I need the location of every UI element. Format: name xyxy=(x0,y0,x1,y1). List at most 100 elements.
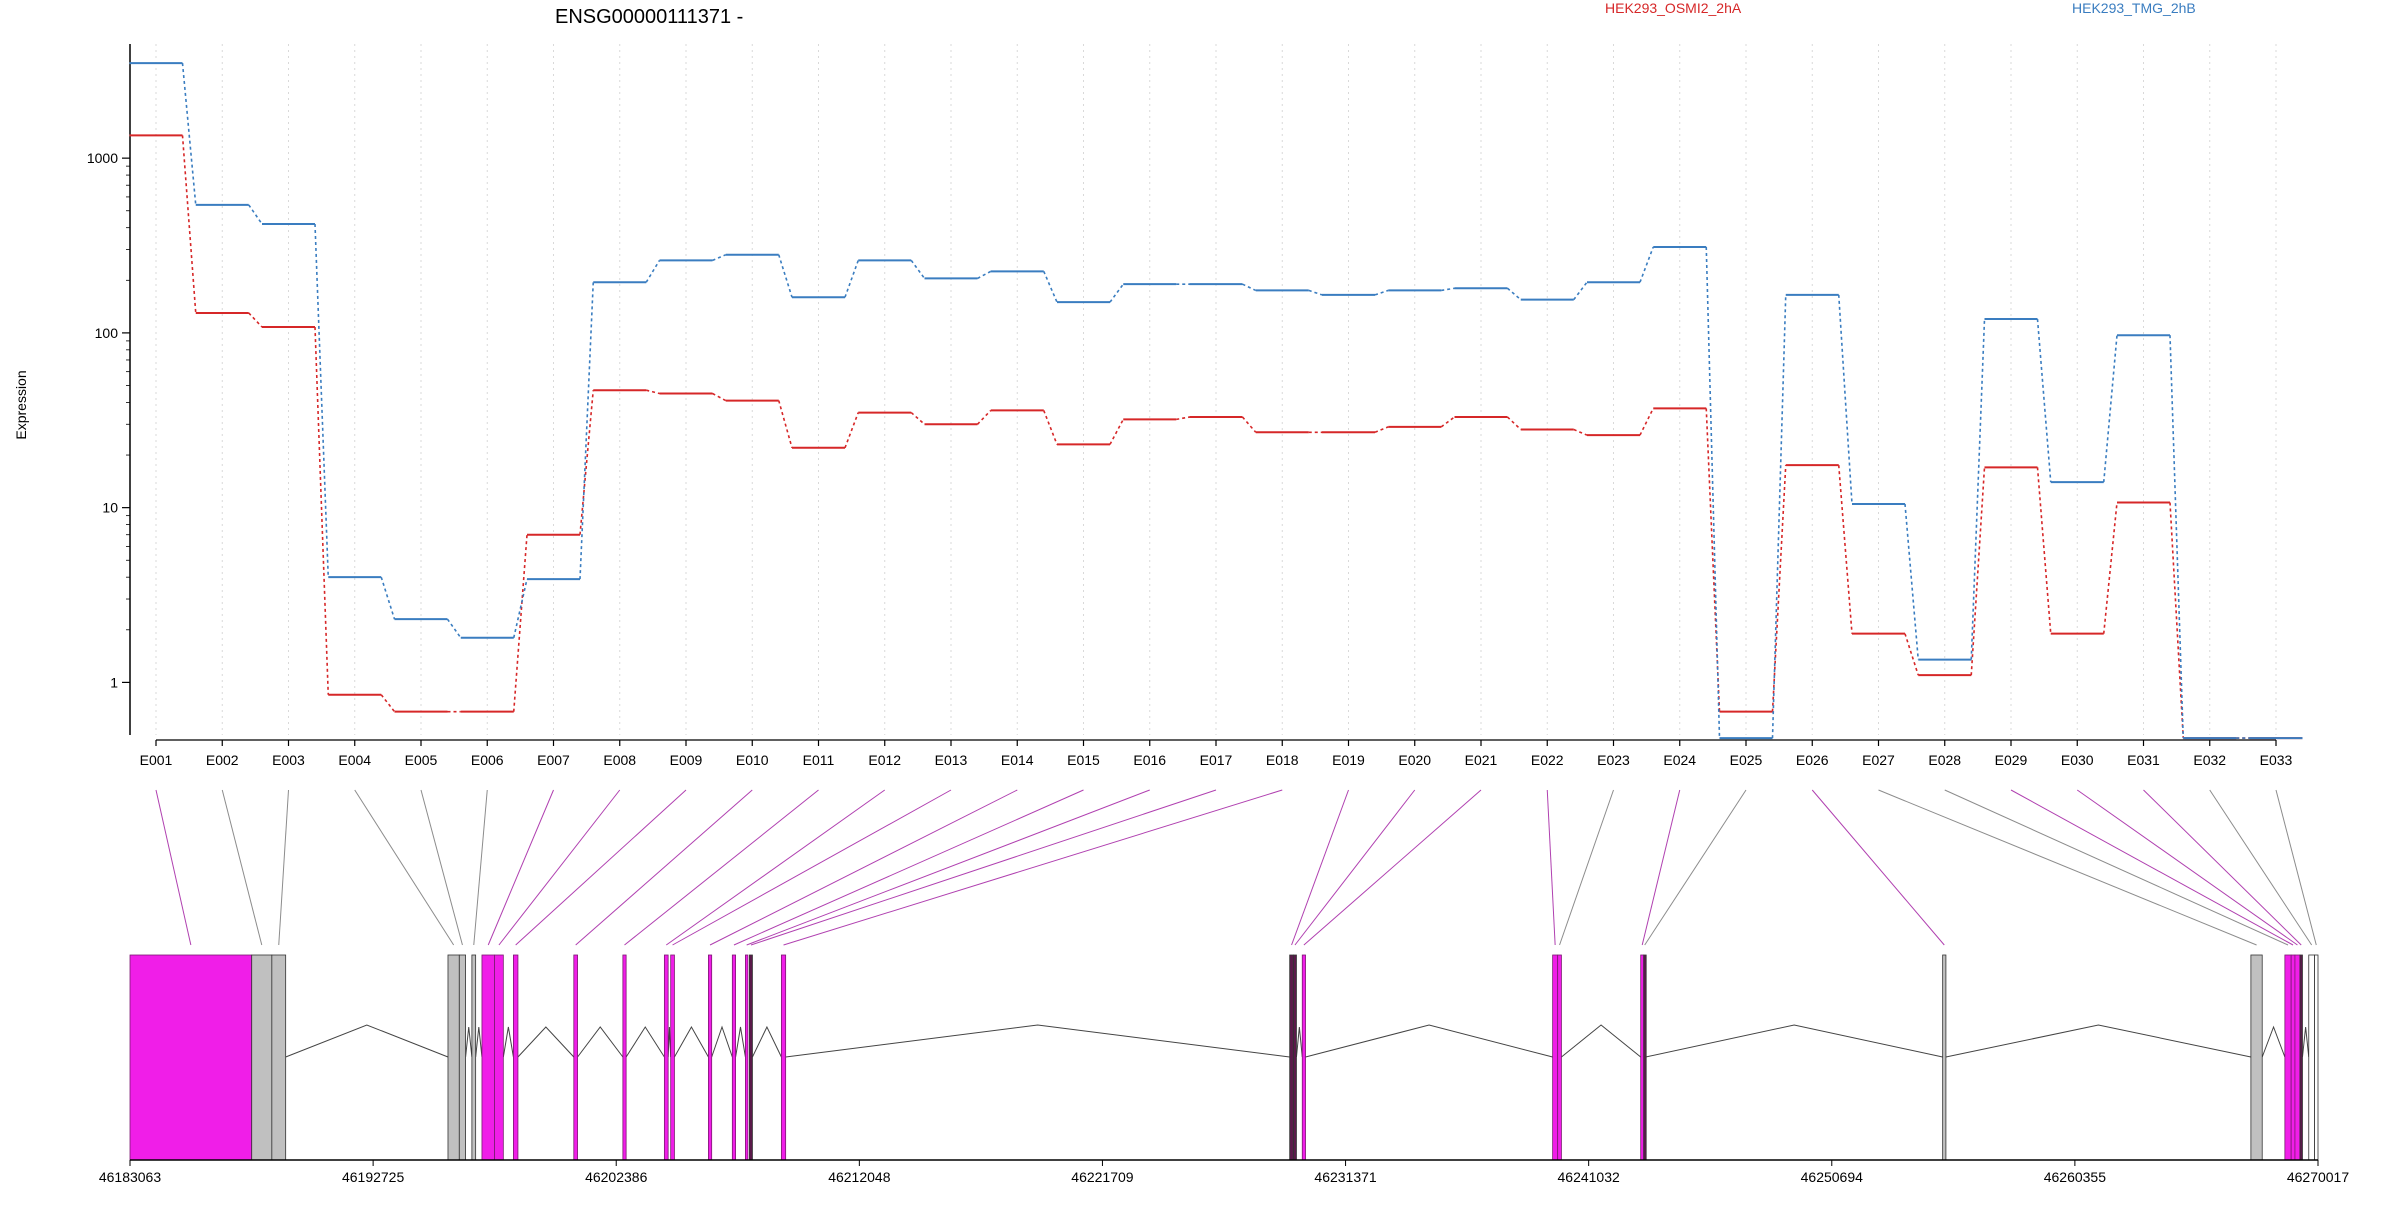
series-join xyxy=(1904,503,1920,660)
exon-box xyxy=(494,954,504,1161)
gene-axis-tick-label: 46202386 xyxy=(585,1169,648,1185)
intron-line xyxy=(735,1026,746,1058)
y-tick-label: 1 xyxy=(110,674,118,690)
series-join xyxy=(844,260,860,298)
exon-box xyxy=(749,954,753,1161)
x-tick-label: E016 xyxy=(1133,752,1166,768)
series-join xyxy=(248,204,263,225)
series-join xyxy=(844,412,859,449)
series-join xyxy=(2036,467,2052,634)
gene-axis-tick-label: 46212048 xyxy=(828,1169,891,1185)
x-tick-label: E014 xyxy=(1001,752,1034,768)
series-join xyxy=(248,312,263,328)
exon-connector xyxy=(1546,789,1556,946)
exon-box xyxy=(1289,954,1294,1161)
x-tick-label: E020 xyxy=(1398,752,1431,768)
x-tick-label: E004 xyxy=(338,752,371,768)
gene-axis-tick-label: 46270017 xyxy=(2287,1169,2350,1185)
exon-connector xyxy=(2143,789,2302,946)
x-tick-label: E015 xyxy=(1067,752,1100,768)
series-join xyxy=(512,578,528,638)
intron-line xyxy=(1645,1024,1943,1058)
exon-connector xyxy=(1559,789,1614,946)
series-join xyxy=(1771,465,1787,712)
exon-connector xyxy=(1303,789,1482,946)
series-join xyxy=(314,223,330,578)
gene-axis-tick-label: 46241032 xyxy=(1558,1169,1621,1185)
intron-line xyxy=(752,1025,782,1058)
intron-line xyxy=(502,1026,514,1058)
y-axis-label: Expression xyxy=(13,370,29,439)
exon-connector xyxy=(1294,789,1416,946)
series-join xyxy=(1374,426,1389,434)
x-tick-label: E033 xyxy=(2260,752,2293,768)
x-tick-label: E017 xyxy=(1200,752,1233,768)
exon-box xyxy=(2290,954,2296,1161)
exon-connector xyxy=(473,789,488,946)
exon-box xyxy=(2299,954,2303,1161)
exon-box xyxy=(1640,954,1645,1161)
exon-box xyxy=(2294,954,2301,1161)
gene-axis-tick-label: 46192725 xyxy=(342,1169,405,1185)
series-join xyxy=(1837,465,1853,634)
x-tick-label: E028 xyxy=(1928,752,1961,768)
x-tick-label: E006 xyxy=(471,752,504,768)
exon-connector xyxy=(2275,789,2317,946)
exon-box xyxy=(2314,954,2319,1161)
intron-line xyxy=(711,1025,733,1058)
exon-connector xyxy=(498,789,621,946)
series-join xyxy=(977,270,992,280)
series-join xyxy=(1506,416,1522,431)
x-tick-label: E005 xyxy=(405,752,438,768)
x-tick-label: E025 xyxy=(1730,752,1763,768)
x-tick-label: E029 xyxy=(1995,752,2028,768)
exon-box xyxy=(458,954,466,1161)
series-join xyxy=(2036,318,2052,483)
exon-connectors xyxy=(155,789,2317,946)
y-tick-label: 100 xyxy=(95,325,119,341)
series-join xyxy=(1109,418,1124,445)
exon-box xyxy=(271,954,287,1161)
exon-box xyxy=(1643,954,1647,1161)
x-tick-label: E012 xyxy=(868,752,901,768)
series-join xyxy=(646,389,660,395)
series-join xyxy=(1043,410,1058,445)
exon-box xyxy=(670,954,675,1161)
series-join xyxy=(380,576,396,620)
axes: E001 E002 E003 E004 E005 E006 E007 E008 E009 E010… xyxy=(87,44,2293,768)
exon-connector xyxy=(487,789,554,946)
x-tick-label: E026 xyxy=(1796,752,1829,768)
series-join xyxy=(579,390,595,535)
vertical-grid xyxy=(155,44,2277,735)
intron-line xyxy=(517,1026,575,1058)
series-join xyxy=(910,259,926,279)
series-join xyxy=(1705,247,1721,739)
x-tick-label: E001 xyxy=(140,752,173,768)
series-join xyxy=(446,618,462,639)
x-tick-label: E027 xyxy=(1862,752,1895,768)
exon-connector xyxy=(746,789,1150,946)
exon-connector xyxy=(278,789,289,946)
exon-box xyxy=(513,954,519,1161)
series-join xyxy=(2102,335,2118,483)
exon-connector xyxy=(221,789,263,946)
x-tick-label: E019 xyxy=(1332,752,1365,768)
exon-box xyxy=(708,954,713,1161)
gene-axis-tick-label: 46231371 xyxy=(1314,1169,1377,1185)
x-tick-label: E013 xyxy=(935,752,968,768)
exon-connector xyxy=(672,789,952,946)
exon-box xyxy=(1301,954,1306,1161)
x-tick-label: E002 xyxy=(206,752,239,768)
exon-box xyxy=(1552,954,1559,1161)
exon-connector xyxy=(2010,789,2294,946)
exon-connector xyxy=(1291,789,1349,946)
exon-connector xyxy=(624,789,819,946)
series-join xyxy=(1573,281,1588,301)
intron-line xyxy=(285,1024,449,1058)
gene-axis-tick-label: 46260355 xyxy=(2044,1169,2107,1185)
exon-connector xyxy=(709,789,1018,946)
intron-line xyxy=(2301,1026,2310,1058)
gene-model: 46183063 46192725 46202386 46212048 46221709… xyxy=(99,954,2350,1185)
